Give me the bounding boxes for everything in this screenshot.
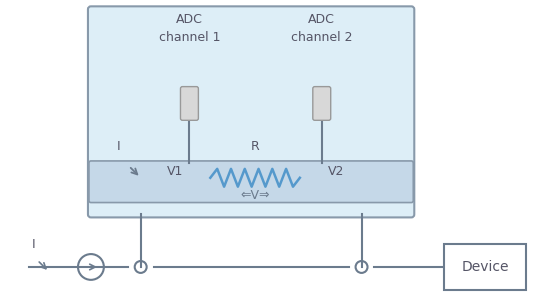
Text: Device: Device <box>461 260 509 274</box>
Bar <box>444 244 526 290</box>
Text: ⇐V⇒: ⇐V⇒ <box>241 189 270 202</box>
Text: I: I <box>117 140 121 153</box>
FancyBboxPatch shape <box>88 6 414 217</box>
Text: R: R <box>251 140 260 153</box>
Text: V1: V1 <box>167 165 184 178</box>
Text: I: I <box>31 238 35 251</box>
FancyBboxPatch shape <box>89 161 413 203</box>
Text: ADC
channel 2: ADC channel 2 <box>291 13 352 44</box>
FancyBboxPatch shape <box>180 87 198 120</box>
FancyBboxPatch shape <box>313 87 330 120</box>
Text: V2: V2 <box>328 165 344 178</box>
Text: ADC
channel 1: ADC channel 1 <box>159 13 220 44</box>
